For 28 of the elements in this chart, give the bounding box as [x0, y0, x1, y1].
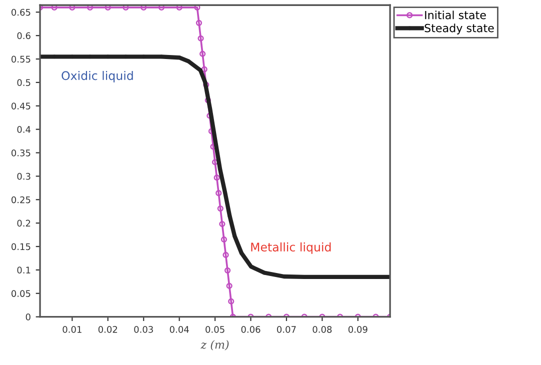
y-tick-label: 0.05 — [12, 290, 30, 297]
y-tick-label: 0.4 — [17, 126, 30, 133]
y-tick-label: 0.5 — [17, 79, 30, 86]
x-tick-label: 0.02 — [98, 326, 118, 333]
x-axis-title: z (m) — [200, 340, 229, 350]
legend-label: Steady state — [424, 24, 494, 34]
y-tick-label: 0.25 — [12, 196, 30, 204]
y-tick-label: 0.1 — [17, 266, 30, 274]
y-tick-label: 0 — [26, 314, 30, 320]
y-tick-label: 0.3 — [17, 172, 30, 180]
y-tick-label: 0.65 — [12, 8, 30, 16]
y-tick-label: 0.55 — [12, 56, 30, 63]
y-tick-label: 0.35 — [12, 149, 30, 156]
x-tick-label: 0.05 — [206, 326, 224, 333]
annotation: Metallic liquid — [251, 242, 331, 254]
annotation: Oxidic liquid — [62, 70, 133, 82]
y-tick-label: 0.45 — [12, 102, 30, 110]
legend-label: Initial state — [425, 10, 486, 20]
x-tick-label: 0.08 — [312, 326, 332, 333]
x-tick-label: 0.04 — [170, 326, 189, 333]
x-tick-label: 0.03 — [134, 326, 153, 333]
y-tick-label: 0.6 — [17, 32, 30, 40]
x-tick-label: 0.01 — [62, 326, 82, 333]
x-tick-label: 0.07 — [277, 326, 296, 333]
y-tick-label: 0.2 — [17, 220, 30, 227]
y-tick-label: 0.15 — [12, 243, 30, 250]
x-tick-label: 0.09 — [348, 326, 368, 333]
x-tick-label: 0.06 — [241, 326, 260, 333]
